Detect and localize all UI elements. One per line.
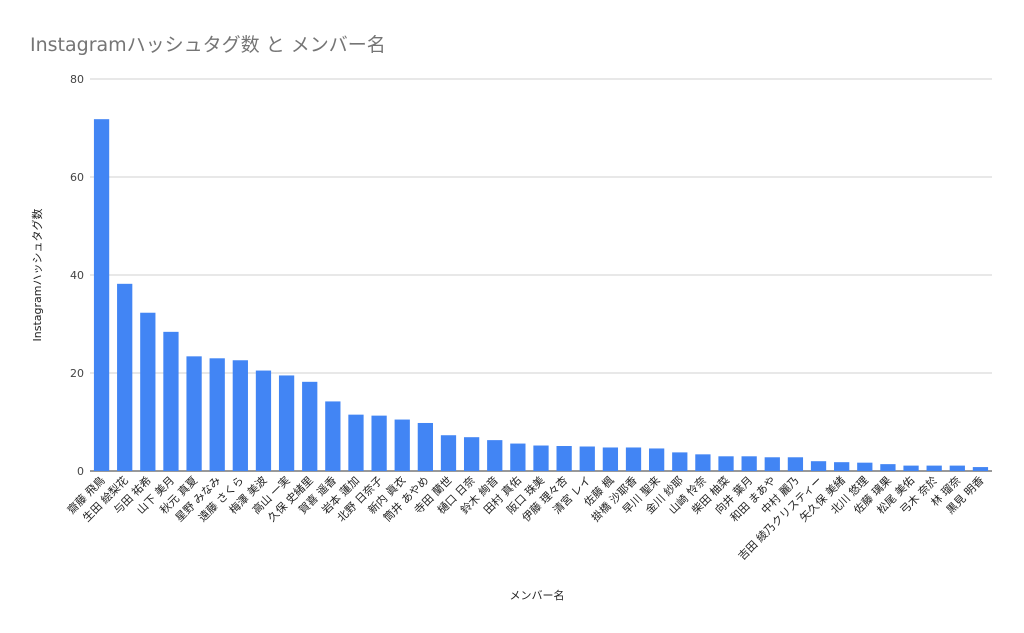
chart-title: Instagramハッシュタグ数 と メンバー名 bbox=[30, 34, 386, 56]
bar bbox=[926, 465, 942, 471]
bar bbox=[140, 312, 156, 471]
bar bbox=[625, 447, 642, 471]
bar bbox=[417, 422, 433, 471]
y-tick-label: 0 bbox=[77, 465, 84, 478]
bar bbox=[440, 435, 457, 471]
bar bbox=[278, 375, 295, 471]
bar bbox=[325, 401, 341, 471]
bar bbox=[348, 414, 364, 471]
bar bbox=[510, 443, 526, 471]
bar bbox=[302, 381, 318, 471]
bar bbox=[695, 454, 711, 471]
y-axis-title: Instagramハッシュタグ数 bbox=[30, 209, 44, 342]
bar bbox=[93, 119, 110, 472]
y-tick-label: 20 bbox=[70, 367, 84, 380]
bar bbox=[649, 448, 665, 471]
bar bbox=[857, 462, 873, 471]
bar bbox=[463, 437, 480, 471]
bar bbox=[533, 445, 549, 471]
bar bbox=[209, 358, 225, 471]
bar bbox=[371, 415, 387, 471]
bar bbox=[880, 464, 896, 471]
x-axis-title: メンバー名 bbox=[510, 588, 565, 602]
bar bbox=[117, 283, 133, 471]
bar bbox=[487, 440, 503, 471]
bar bbox=[741, 456, 757, 471]
bar bbox=[949, 465, 965, 471]
bar bbox=[972, 467, 989, 471]
bar bbox=[232, 360, 248, 471]
bar bbox=[394, 419, 410, 471]
y-tick-label: 60 bbox=[70, 171, 84, 184]
bar bbox=[579, 446, 595, 471]
bar bbox=[163, 331, 179, 471]
y-tick-label: 40 bbox=[70, 269, 84, 282]
bar bbox=[255, 370, 272, 471]
bar bbox=[787, 457, 804, 471]
bar bbox=[764, 457, 780, 471]
bar bbox=[556, 446, 572, 471]
bar bbox=[186, 356, 202, 471]
bar bbox=[810, 461, 827, 471]
bar bbox=[672, 452, 688, 471]
bar bbox=[602, 447, 619, 471]
y-tick-label: 80 bbox=[70, 73, 84, 86]
bar bbox=[834, 462, 850, 471]
bar bbox=[718, 456, 734, 471]
bar bbox=[903, 465, 919, 471]
